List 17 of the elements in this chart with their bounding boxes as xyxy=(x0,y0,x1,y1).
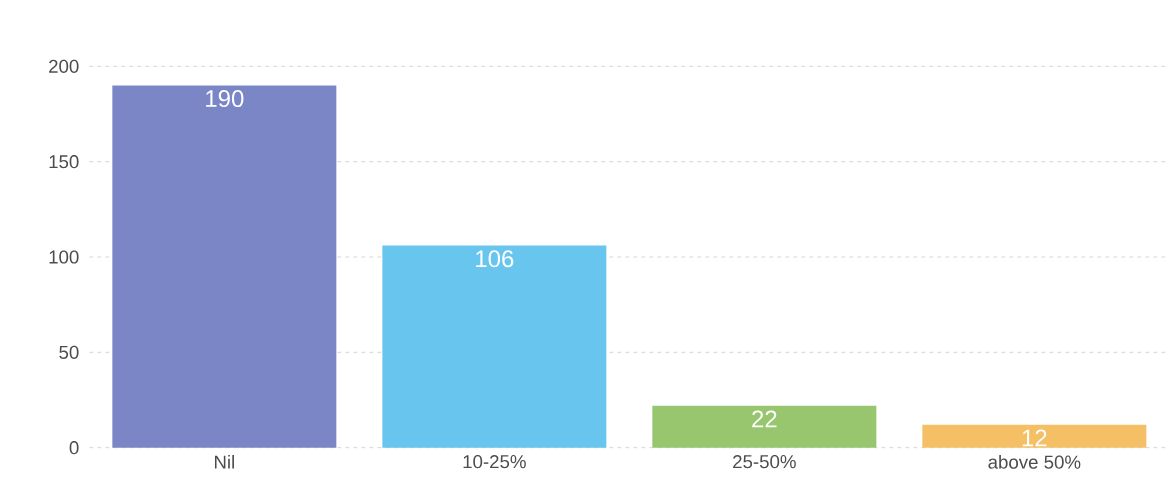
data-label: 190 xyxy=(206,90,244,108)
y-tick-label: 200 xyxy=(49,59,79,73)
y-tick-label: 0 xyxy=(69,441,79,455)
x-tick-label: 10-25% xyxy=(463,455,526,469)
y-tick-label: 150 xyxy=(49,155,79,169)
data-label: 106 xyxy=(476,250,514,268)
y-tick-label: 100 xyxy=(49,250,79,264)
bar xyxy=(382,245,607,448)
x-tick-label: above 50% xyxy=(988,455,1081,469)
y-tick-label: 50 xyxy=(59,345,79,359)
bar xyxy=(112,85,337,448)
data-label: 12 xyxy=(1022,429,1047,447)
bar xyxy=(922,424,1147,448)
bar xyxy=(652,405,877,448)
data-label: 22 xyxy=(752,410,777,428)
x-tick-label: 25-50% xyxy=(733,455,796,469)
x-tick-label: Nil xyxy=(214,455,234,469)
